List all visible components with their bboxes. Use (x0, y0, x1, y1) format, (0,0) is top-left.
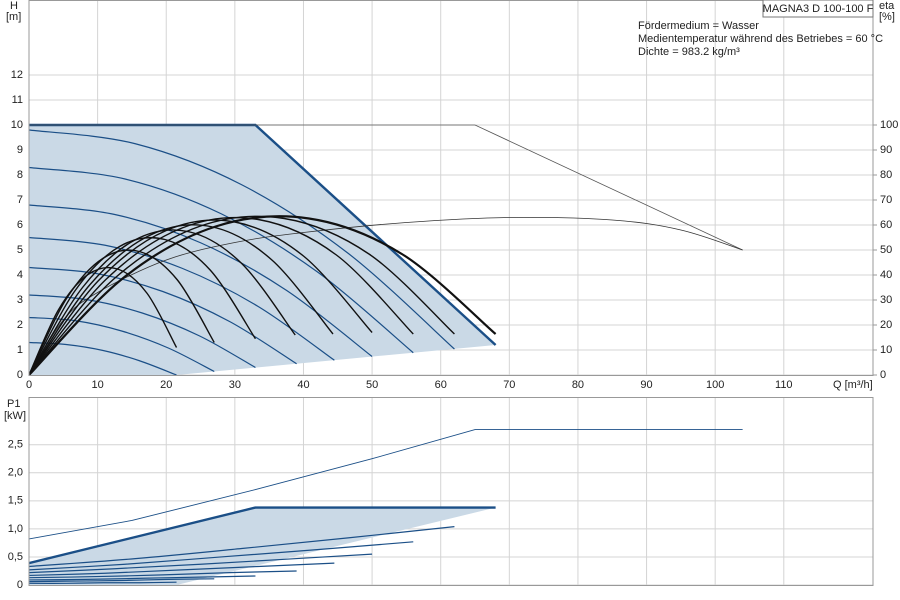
y-axis-unit: [kW] (4, 410, 26, 422)
y2-tick-label: 0 (880, 369, 886, 381)
model-title: MAGNA3 D 100-100 F (763, 3, 874, 15)
x-tick-label: 40 (297, 379, 309, 391)
y-tick-label: 0 (17, 369, 23, 381)
y-tick-label: 12 (11, 69, 23, 81)
x-tick-label: 70 (503, 379, 515, 391)
curve (29, 581, 177, 584)
y-tick-label: 5 (17, 244, 23, 256)
x-tick-label: 50 (366, 379, 378, 391)
curve (29, 341, 177, 375)
efficiency-curve (29, 236, 257, 375)
x-tick-label: 90 (640, 379, 652, 391)
y-tick-label: 8 (17, 169, 23, 181)
y2-axis-title: eta (879, 0, 895, 12)
curve (29, 236, 335, 361)
y-tick-label: 11 (12, 94, 23, 106)
y2-tick-label: 30 (880, 294, 892, 306)
efficiency-curve (29, 219, 373, 375)
y-tick-label: 1 (17, 344, 23, 356)
y-tick-label: 2 (17, 319, 23, 331)
y-tick-label: 1,0 (8, 523, 23, 535)
x-tick-label: 100 (706, 379, 724, 391)
x-tick-label: 30 (229, 379, 241, 391)
efficiency-curve (29, 215, 497, 375)
y-tick-label: 2,0 (8, 467, 23, 479)
curve (29, 553, 373, 574)
y-tick-label: 6 (17, 219, 23, 231)
y-tick-label: 9 (17, 144, 23, 156)
y2-tick-label: 80 (880, 169, 892, 181)
curve (29, 570, 297, 579)
y-tick-label: 2,5 (8, 439, 23, 451)
curve (29, 575, 256, 581)
plot-frame (28, 397, 874, 586)
annotation: Fördermedium = Wasser (638, 20, 759, 32)
y-tick-label: 7 (17, 194, 23, 206)
y2-tick-label: 90 (880, 144, 892, 156)
model-box (762, 0, 874, 18)
x-tick-label: 80 (572, 379, 584, 391)
y-tick-label: 3 (17, 294, 23, 306)
y2-tick-label: 50 (880, 244, 892, 256)
x-tick-label: 10 (91, 379, 103, 391)
curve (29, 124, 743, 251)
y2-tick-label: 70 (880, 194, 892, 206)
x-tick-label: 20 (160, 379, 172, 391)
y2-tick-label: 20 (880, 319, 892, 331)
y-tick-label: 4 (17, 269, 23, 281)
plot-layer: 0 10 20 30 40 50 60 70 80 90 100 110012345678910111… (8, 0, 898, 591)
y-tick-label: 0 (17, 579, 23, 591)
annotation: Medientemperatur während des Betriebes =… (638, 33, 883, 45)
curve (29, 578, 215, 583)
curve (29, 316, 215, 373)
y2-axis-unit: [%] (879, 11, 895, 23)
y-axis-unit: [m] (6, 11, 21, 23)
efficiency-curve (29, 249, 215, 375)
curve (29, 129, 455, 350)
y-tick-label: 10 (11, 119, 23, 131)
efficiency-curve (29, 216, 414, 375)
y2-tick-label: 10 (880, 344, 892, 356)
y2-tick-label: 60 (880, 219, 892, 231)
curve (29, 204, 373, 357)
y-axis-title: P1 (7, 398, 20, 410)
curve (29, 166, 414, 354)
y2-tick-label: 100 (880, 119, 898, 131)
y-axis-title: H (10, 0, 18, 12)
y-tick-label: 0,5 (8, 551, 23, 563)
curve (29, 526, 455, 568)
y-tick-label: 1,5 (8, 495, 23, 507)
curve (29, 294, 256, 369)
annotation: Dichte = 983.2 kg/m³ (638, 46, 740, 58)
x-axis-title: Q [m³/h] (833, 379, 873, 391)
x-tick-label: 0 (26, 379, 32, 391)
y2-tick-label: 40 (880, 269, 892, 281)
curve (29, 506, 496, 565)
efficiency-curve (29, 266, 178, 375)
curve (29, 266, 297, 365)
x-tick-label: 110 (775, 379, 793, 391)
plot-frame (28, 0, 874, 376)
area (29, 125, 496, 375)
curve (29, 541, 414, 571)
efficiency-curve (29, 215, 455, 375)
x-tick-label: 60 (435, 379, 447, 391)
curve (29, 562, 335, 577)
curve (29, 429, 743, 540)
